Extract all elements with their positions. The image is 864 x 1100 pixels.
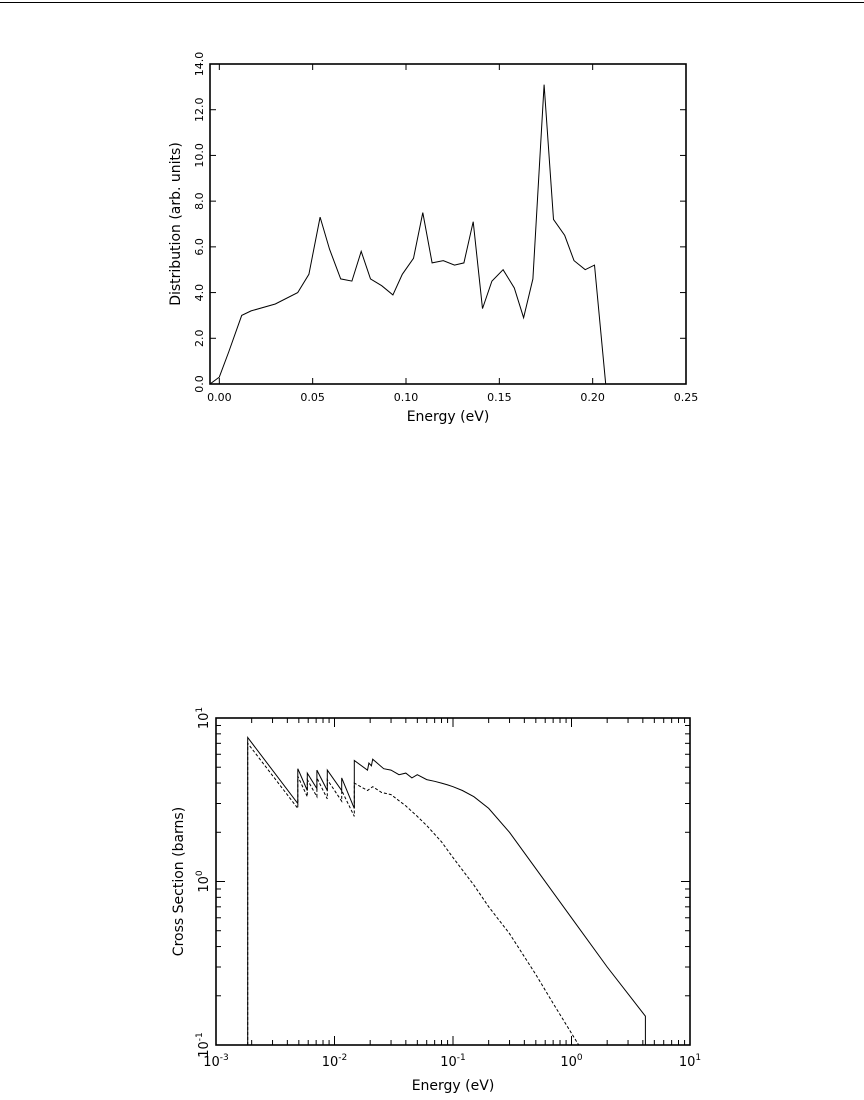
chart1-y-tick-label: 0.0 (193, 375, 206, 393)
chart1-y-tick-label: 4.0 (193, 284, 206, 302)
chart2-x-tick-label: 10-2 (322, 1053, 348, 1070)
chart2-x-tick-label: 100 (560, 1053, 583, 1070)
chart2-x-tick-label: 101 (679, 1053, 701, 1070)
chart1-x-tick-label: 0.25 (674, 391, 699, 404)
chart1-x-tick-label: 0.00 (207, 391, 232, 404)
chart1-y-tick-label: 6.0 (193, 238, 206, 256)
chart2-x-axis-title: Energy (eV) (412, 1078, 495, 1094)
chart2-y-tick-label: 100 (195, 870, 212, 893)
chart2-y-tick-label: 101 (195, 707, 212, 729)
chart1-series-line (209, 84, 607, 385)
chart1-y-tick-label: 2.0 (193, 330, 206, 348)
chart1-y-axis-title: Distribution (arb. units) (168, 142, 184, 306)
chart2-y-axis-title: Cross Section (barns) (171, 807, 187, 956)
chart1-y-tick-label: 8.0 (193, 192, 206, 210)
chart1-x-tick-label: 0.05 (300, 391, 325, 404)
chart1-x-tick-label: 0.15 (487, 391, 512, 404)
chart1-y-tick-label: 12.0 (193, 97, 206, 122)
chart2-frame (215, 717, 691, 1046)
chart1-x-tick-label: 0.10 (394, 391, 419, 404)
chart2-series-dashed-line (247, 741, 580, 1046)
chart2-y-tick-label: 10-1 (195, 1032, 212, 1058)
chart1-x-axis-title: Energy (eV) (407, 409, 490, 425)
chart1-y-tick-label: 10.0 (193, 143, 206, 168)
chart2-x-tick-label: 10-1 (440, 1053, 466, 1070)
chart2-x-tick-label: 10-3 (203, 1053, 229, 1070)
page-top-rule (0, 2, 864, 3)
chart1-frame (209, 63, 687, 385)
chart1-y-tick-label: 14.0 (193, 52, 206, 77)
chart1-x-tick-label: 0.20 (580, 391, 605, 404)
